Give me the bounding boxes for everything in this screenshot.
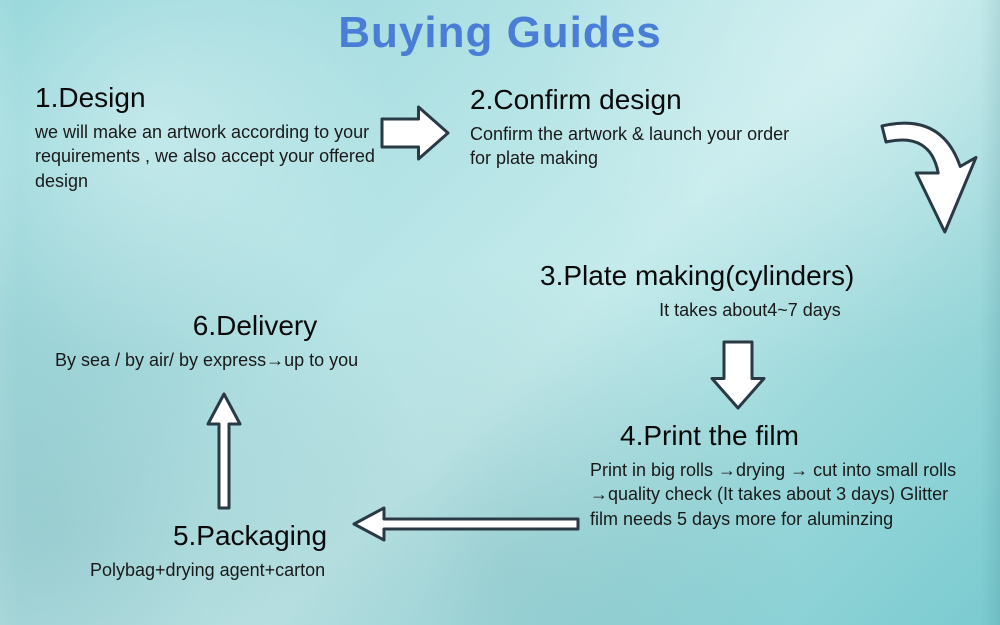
arrow-1-to-2 [380,105,450,161]
arrow-5-to-6 [200,390,248,510]
step-3-heading: 3.Plate making(cylinders) [540,260,960,292]
step-2-body: Confirm the artwork & launch your order … [470,122,810,171]
step-1-heading: 1.Design [35,82,395,114]
step-2-heading: 2.Confirm design [470,84,810,116]
step-6-body: By sea / by air/ by express→up to you [55,348,455,372]
step-6-delivery: 6.Delivery By sea / by air/ by express→u… [55,310,455,372]
arrow-4-to-5 [350,500,580,548]
step-1-design: 1.Design we will make an artwork accordi… [35,82,395,193]
arrow-3-to-4 [710,340,766,410]
title-text: Buying Guides [338,8,661,57]
step-4-print: 4.Print the film Print in big rolls →dry… [590,420,970,531]
page-title: Buying Guides [0,8,1000,58]
step-3-body: It takes about4~7 days [540,298,960,322]
step-6-heading: 6.Delivery [55,310,455,342]
step-2-confirm: 2.Confirm design Confirm the artwork & l… [470,84,810,171]
step-1-body: we will make an artwork according to you… [35,120,395,193]
step-4-heading: 4.Print the film [590,420,970,452]
step-4-body: Print in big rolls →drying → cut into sm… [590,458,970,531]
arrow-2-to-3 [870,108,980,238]
step-3-plate: 3.Plate making(cylinders) It takes about… [540,260,960,322]
step-5-body: Polybag+drying agent+carton [90,558,410,582]
